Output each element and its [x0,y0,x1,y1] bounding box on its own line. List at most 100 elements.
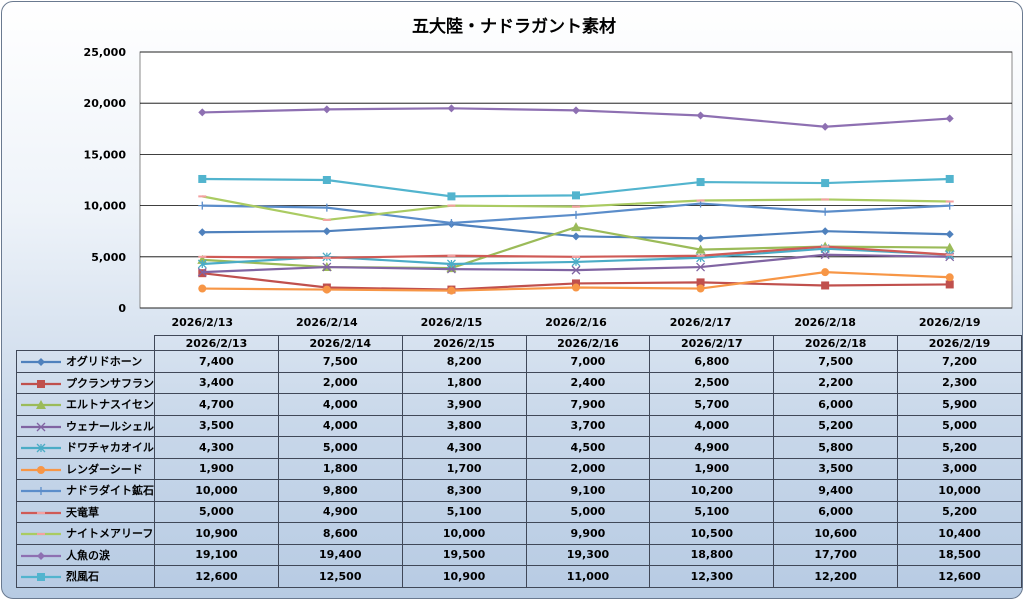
star-marker [446,259,456,269]
chart-title: 五大陸・ナドラガント素材 [412,17,616,37]
column-header: 2026/2/19 [897,335,1022,351]
square-marker [945,174,954,183]
x-marker [322,262,332,272]
series-name: プクランサフラン [66,376,154,390]
series-6 [198,268,954,295]
table-row: 人魚の涙 19,100 19,400 19,500 19,300 18,800 17,700… [16,543,1022,566]
table-row: ナドラダイト鉱石 10,000 9,800 8,300 9,100 10,200 9,400… [16,479,1022,502]
diamond-marker [572,232,580,241]
corner-cell [16,335,155,351]
value-cell: 1,900 [154,457,279,480]
circle-marker [198,284,207,293]
square-marker [37,573,45,582]
value-cell: 7,500 [277,350,403,373]
diamond-marker [945,114,954,123]
series-name: エルトナスイセン [66,398,154,412]
table-row: 天竜草 5,000 4,900 5,100 5,000 5,100 6,000 5,200 [16,500,1022,523]
legend-key-cell: レンダーシード [16,457,155,480]
value-cell: 2,500 [649,371,775,394]
diamond-marker [821,227,830,236]
star-marker [571,257,581,267]
value-cell: 10,900 [401,565,527,588]
y-tick-label: 15,000 [84,148,127,161]
legend-key-icon [21,551,61,560]
square-marker [696,178,705,187]
diamond-marker [322,227,331,236]
plus-marker [945,201,954,210]
value-cell: 2,400 [525,371,651,394]
series-9 [198,195,954,222]
triangle-marker [36,400,46,410]
diamond-marker [572,106,580,115]
value-cell: 3,800 [401,414,527,437]
y-tick-label: 5,000 [91,251,126,264]
x-marker [571,265,581,275]
column-header: 2026/2/14 [277,335,403,351]
value-cell: 6,000 [773,393,899,416]
value-cell: 7,200 [897,350,1022,373]
diamond-marker [821,122,830,131]
value-cell: 18,800 [649,543,775,566]
legend-key-icon [21,379,61,388]
value-cell: 3,500 [154,414,279,437]
value-cell: 1,800 [401,371,527,394]
y-tick-label: 0 [118,302,126,315]
value-cell: 3,900 [401,393,527,416]
value-cell: 5,200 [773,414,899,437]
square-marker [198,269,207,278]
plus-marker [198,201,207,210]
table-row: 烈風石 12,600 12,500 10,900 11,000 12,300 12,200 1… [16,565,1022,588]
value-cell: 9,100 [525,479,651,502]
column-header: 2026/2/13 [154,335,279,351]
legend-key-icon [21,511,61,514]
legend-key-cell: エルトナスイセン [16,393,155,416]
value-cell: 5,200 [897,500,1022,523]
table-row: ナイトメアリーフ 10,900 8,600 10,000 9,900 10,500 10,6… [16,522,1022,545]
diamond-marker [322,105,331,114]
value-cell: 7,500 [773,350,899,373]
table-row: レンダーシード 1,900 1,800 1,700 2,000 1,900 3,500 3,0… [16,457,1022,480]
square-marker [821,281,830,290]
value-cell: 2,000 [277,371,403,394]
table-row: エルトナスイセン 4,700 4,000 3,900 7,900 5,700 6,000 5,… [16,393,1022,416]
value-cell: 10,600 [773,522,899,545]
diamond-marker [198,228,207,237]
triangle-marker [695,244,706,254]
value-cell: 10,400 [897,522,1022,545]
series-10 [198,104,954,131]
value-cell: 2,300 [897,371,1022,394]
value-cell: 5,000 [897,414,1022,437]
circle-marker [447,286,456,295]
value-cell: 5,700 [649,393,775,416]
value-cell: 19,400 [277,543,403,566]
table-row: オグリドホーン 7,400 7,500 8,200 7,000 6,800 7,500 7,2… [16,350,1022,373]
legend-key-icon [21,487,61,496]
value-cell: 12,600 [154,565,279,588]
value-cell: 4,900 [649,436,775,459]
series-name: ナドラダイト鉱石 [66,484,154,498]
legend-key-icon [21,422,61,432]
circle-marker [821,268,830,277]
series-name: 人魚の涙 [66,548,110,562]
value-cell: 8,300 [401,479,527,502]
value-cell: 9,400 [773,479,899,502]
value-cell: 18,500 [897,543,1022,566]
series-1 [198,220,954,243]
value-cell: 4,700 [154,393,279,416]
series-name: 天竜草 [66,505,99,519]
value-cell: 1,900 [649,457,775,480]
value-cell: 10,000 [897,479,1022,502]
legend-key-cell: ウェナールシェル [16,414,155,437]
column-header: 2026/2/15 [401,335,527,351]
x-tick-label: 2026/2/14 [296,316,358,329]
table-header-row: 2026/2/13 2026/2/14 2026/2/15 2026/2/16 2026… [16,335,1022,351]
x-tick-label: 2026/2/13 [171,316,233,329]
star-marker [197,259,207,269]
value-cell: 7,400 [154,350,279,373]
legend-key-icon [21,400,61,410]
diamond-marker [696,234,705,243]
value-cell: 12,600 [897,565,1022,588]
table-row: ウェナールシェル 3,500 4,000 3,800 3,700 4,000 5,200 5,… [16,414,1022,437]
value-cell: 6,800 [649,350,775,373]
